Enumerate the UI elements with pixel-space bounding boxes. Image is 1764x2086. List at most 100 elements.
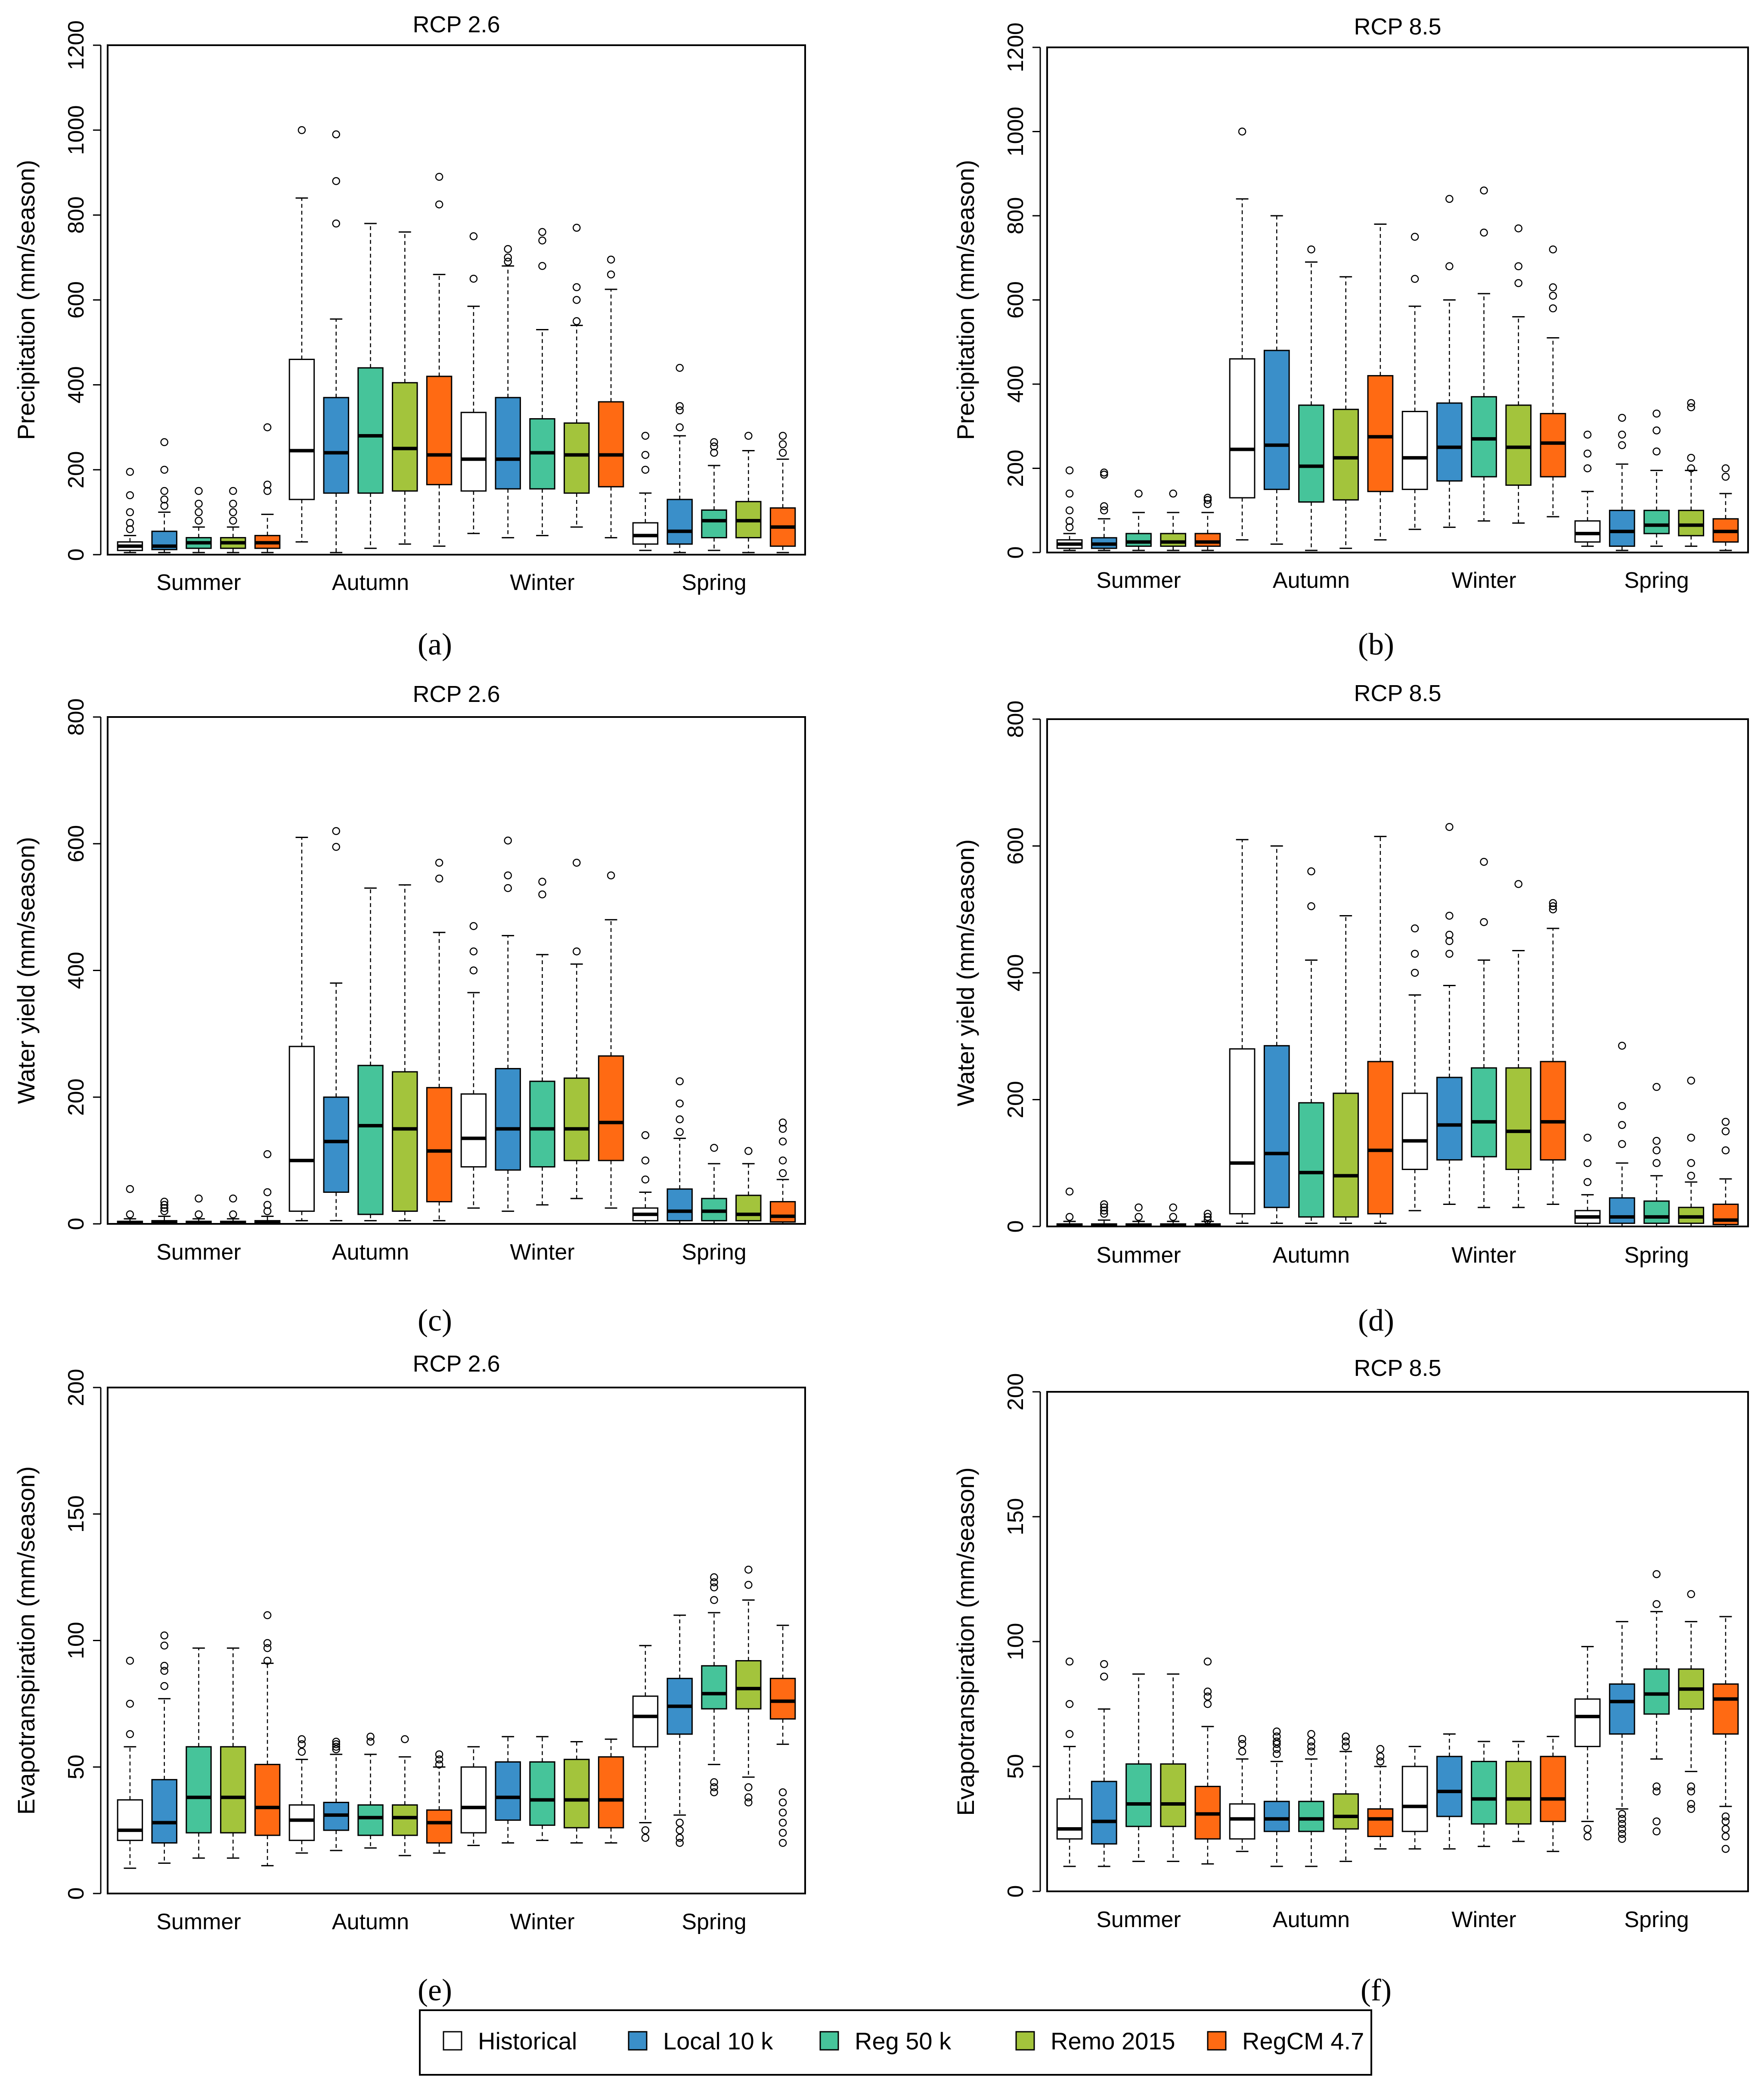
outlier-point <box>573 947 581 956</box>
outlier-point <box>641 431 650 440</box>
outlier-point <box>1376 1745 1385 1753</box>
outlier-point <box>263 1639 272 1647</box>
outlier-point <box>1652 1146 1661 1155</box>
outlier-point <box>1203 496 1212 504</box>
panel-letter: (d) <box>1358 1303 1394 1338</box>
outlier-point <box>710 1778 718 1786</box>
outlier-point <box>160 466 168 474</box>
outlier-point <box>1583 1133 1592 1142</box>
outlier-point <box>1445 937 1454 945</box>
box-iqr <box>735 1660 762 1710</box>
outlier-point <box>1411 924 1419 933</box>
box-winter-0 <box>460 922 487 1209</box>
box-iqr <box>1436 1077 1463 1161</box>
outlier-point <box>160 487 168 495</box>
panel-letter: (f) <box>1361 1973 1392 2007</box>
y-tick-label: 800 <box>64 196 89 234</box>
outlier-point <box>1135 489 1143 498</box>
outlier-point <box>1238 127 1246 136</box>
outlier-point <box>1583 431 1592 439</box>
box-iqr <box>598 1756 624 1828</box>
outlier-point <box>1618 1830 1626 1838</box>
outlier-point <box>641 1131 650 1139</box>
outlier-point <box>229 516 237 525</box>
outlier-point <box>1687 464 1695 472</box>
box-spring-4 <box>769 431 796 553</box>
box-iqr <box>1643 1668 1670 1715</box>
outlier-point <box>778 1819 787 1827</box>
box-iqr <box>1609 1683 1635 1735</box>
outlier-point <box>1618 1835 1626 1843</box>
y-tick-label: 1200 <box>64 20 89 70</box>
category-label: Winter <box>510 570 574 595</box>
box-iqr <box>1298 1102 1324 1218</box>
box-winter-3 <box>1505 1741 1532 1842</box>
outlier-point <box>778 449 787 457</box>
box-spring-1 <box>667 1077 693 1225</box>
outlier-point <box>469 966 478 975</box>
outlier-point <box>641 451 650 459</box>
outlier-point <box>366 1732 375 1741</box>
category-label: Winter <box>510 1909 574 1934</box>
outlier-point <box>1687 453 1695 462</box>
panels: RCP 2.6020040060080010001200Precipitatio… <box>12 12 1749 2007</box>
outlier-point <box>1721 464 1730 472</box>
box-winter-1 <box>495 836 521 1212</box>
outlier-point <box>195 1194 203 1203</box>
outlier-point <box>778 1169 787 1177</box>
outlier-point <box>1514 880 1522 888</box>
box-summer-4 <box>254 1150 281 1225</box>
box-iqr <box>460 412 487 492</box>
outlier-point <box>504 884 512 892</box>
box-iqr <box>1401 1093 1428 1170</box>
box-winter-2 <box>529 1736 555 1841</box>
y-tick-label: 150 <box>1003 1498 1028 1536</box>
y-tick-label: 800 <box>1003 197 1028 235</box>
outlier-point <box>435 173 443 181</box>
outlier-point <box>641 1156 650 1165</box>
category-label: Summer <box>1096 1907 1181 1932</box>
box-winter-1 <box>1436 1733 1463 1850</box>
box-summer-2 <box>186 1647 212 1859</box>
outlier-point <box>263 1611 272 1619</box>
box-summer-1 <box>151 1198 177 1225</box>
box-summer-2 <box>1125 489 1152 551</box>
category-label: Spring <box>682 1909 746 1934</box>
outlier-point <box>710 1573 718 1581</box>
outlier-point <box>538 236 546 245</box>
box-spring-4 <box>1712 1616 1739 1853</box>
outlier-point <box>778 1788 787 1797</box>
box-spring-2 <box>701 1144 727 1225</box>
box-spring-0 <box>1574 431 1601 547</box>
outlier-point <box>1065 1730 1074 1738</box>
legend-item-2: Reg 50 k <box>819 2027 952 2055</box>
outlier-point <box>332 177 340 185</box>
box-iqr <box>701 509 727 539</box>
outlier-point <box>710 442 718 450</box>
box-iqr <box>426 1809 453 1844</box>
outlier-point <box>1203 1687 1212 1696</box>
outlier-point <box>676 1128 684 1136</box>
box-winter-2 <box>529 878 555 1206</box>
outlier-point <box>195 487 203 495</box>
legend-label: Historical <box>478 2027 577 2055</box>
outlier-point <box>1100 1210 1108 1218</box>
box-autumn-0 <box>1229 839 1256 1224</box>
box-iqr <box>1263 1800 1290 1832</box>
box-iqr <box>1401 1766 1428 1832</box>
outlier-point <box>435 200 443 208</box>
outlier-point <box>1065 523 1074 531</box>
outlier-point <box>1687 1800 1695 1808</box>
outlier-point <box>160 1631 168 1639</box>
box-spring-3 <box>1678 1590 1705 1813</box>
box-iqr <box>151 1779 177 1844</box>
box-iqr <box>667 1188 693 1222</box>
box-summer-2 <box>1125 1673 1152 1862</box>
y-tick-label: 600 <box>64 825 89 863</box>
outlier-point <box>1065 466 1074 475</box>
box-iqr <box>1263 1045 1290 1208</box>
outlier-point <box>469 274 478 283</box>
outlier-point <box>1652 1159 1661 1167</box>
outlier-point <box>710 1578 718 1586</box>
outlier-point <box>1307 867 1315 875</box>
